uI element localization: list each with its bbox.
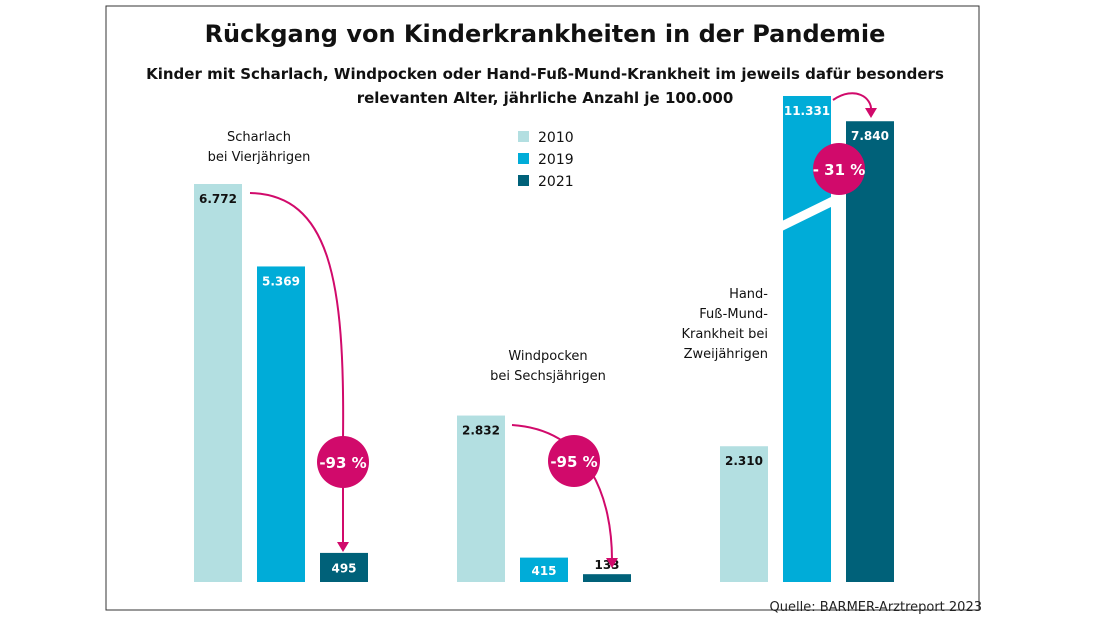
legend-label-2010: 2010	[538, 130, 574, 146]
change-arrow	[832, 92, 872, 111]
group-label: Krankheit bei	[681, 327, 768, 342]
bar-0-2010	[194, 184, 242, 582]
bar-2-2021	[846, 121, 894, 583]
group-label: bei Vierjährigen	[208, 150, 311, 165]
bar-1-2021	[583, 574, 631, 582]
legend-label-2019: 2019	[538, 152, 574, 168]
change-badge-label: -93 %	[319, 454, 366, 472]
bar-value-label: 415	[531, 564, 556, 578]
change-badge	[813, 143, 865, 195]
change-arrow	[249, 192, 345, 542]
chart-title: Rückgang von Kinderkrankheiten in der Pa…	[205, 20, 886, 48]
annotations: -93 % -95 % - 31 %	[249, 92, 877, 568]
chart-frame	[105, 5, 980, 611]
legend-swatch-2019	[518, 153, 529, 164]
group-label: Scharlach	[227, 130, 291, 145]
group-label: Fuß-Mund-	[699, 307, 768, 322]
bar-value-label: 5.369	[262, 274, 300, 288]
axis-break-mark	[780, 195, 835, 232]
change-badge	[548, 435, 600, 487]
bar-2-2010	[720, 446, 768, 582]
bar-value-label: 2.310	[725, 454, 763, 468]
chart-subtitle-line-2: relevanten Alter, jährliche Anzahl je 10…	[357, 89, 734, 107]
change-badge	[317, 436, 369, 488]
change-badge-label: - 31 %	[813, 161, 866, 179]
change-badge-label: -95 %	[550, 453, 597, 471]
legend-swatch-2010	[518, 131, 529, 142]
bar-0-2019	[257, 266, 305, 582]
group-label: Zweijährigen	[684, 347, 768, 362]
bar-value-label: 6.772	[199, 192, 237, 206]
bar-0-2021	[320, 552, 368, 582]
arrow-head-icon	[865, 108, 877, 118]
source-note: Quelle: BARMER-Arztreport 2023	[770, 600, 982, 615]
arrow-head-icon	[337, 542, 349, 552]
legend-label-2021: 2021	[538, 174, 574, 190]
bar-value-label: 2.832	[462, 424, 500, 438]
legend-swatch-2021	[518, 175, 529, 186]
legend: 2010 2019 2021	[518, 130, 574, 190]
arrow-head-icon	[606, 558, 618, 568]
chart-subtitle-line-1: Kinder mit Scharlach, Windpocken oder Ha…	[146, 65, 944, 83]
group-label: Windpocken	[508, 349, 587, 364]
group-label: Hand-	[729, 287, 768, 302]
bar-value-label: 495	[331, 561, 356, 575]
group-label: bei Sechsjährigen	[490, 369, 606, 384]
bar-value-label: 7.840	[851, 129, 889, 143]
bar-value-label: 11.331	[784, 104, 830, 118]
bar-1-2010	[457, 415, 505, 582]
bar-1-2019	[520, 557, 568, 582]
